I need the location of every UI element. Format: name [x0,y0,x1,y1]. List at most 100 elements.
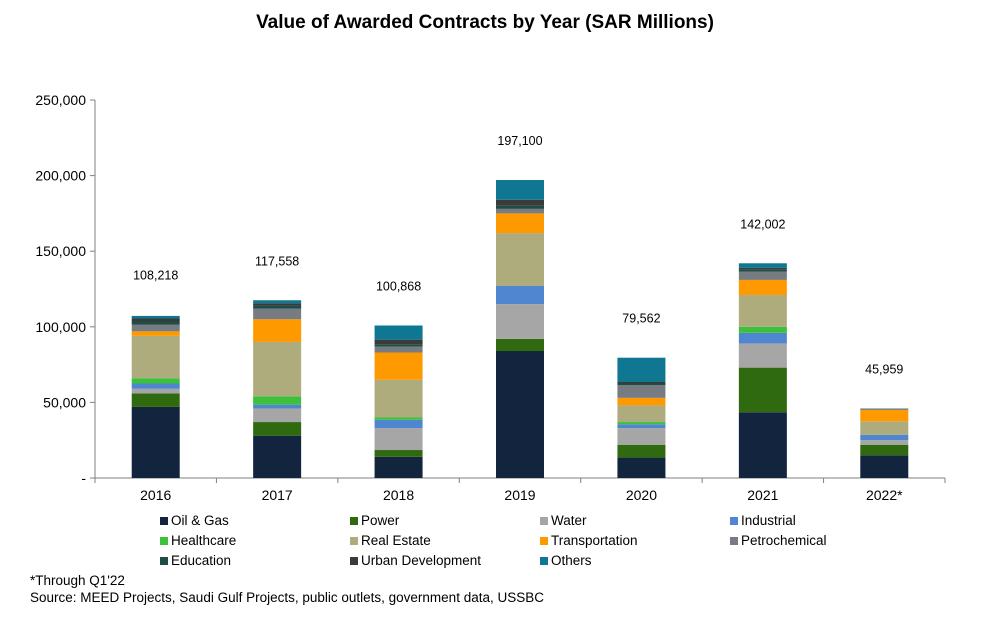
bar-segment-petrochemical [496,208,544,214]
total-label: 108,218 [133,268,178,282]
legend-item: Petrochemical [730,531,920,550]
y-tick-label: 50,000 [43,394,86,410]
bar-segment-real-estate [617,405,666,423]
bar-segment-oil-gas [496,350,544,478]
bar-segment-power [617,444,666,458]
bar-segment-oil-gas [738,412,787,478]
bar-segment-water [374,428,423,451]
bar-segment-petrochemical [131,324,180,332]
legend-swatch [730,516,738,525]
bar-segment-oil-gas [374,456,423,478]
bar-segment-industrial [738,332,787,344]
x-tick-label: 2017 [262,487,293,503]
bar-segment-industrial [496,285,544,305]
bar-segment-transportation [738,279,787,296]
legend-label: Industrial [741,513,796,528]
legend-label: Others [551,553,592,568]
x-tick-label: 2022* [866,487,903,503]
bar-segment-industrial [860,434,909,441]
bar-segment-education [374,344,423,347]
legend-swatch [540,516,548,525]
bar-segment-healthcare [374,417,423,420]
legend-item: Transportation [540,531,730,550]
legend-item: Power [350,511,540,530]
bar-segment-education [738,269,787,272]
bar-segment-urban-development [738,267,787,270]
bar-segment-real-estate [131,335,180,379]
bar-segment-water [738,343,787,368]
bar-segment-petrochemical [617,385,666,398]
bar-segment-others [738,263,787,268]
bar-segment-industrial [617,424,666,429]
total-label: 45,959 [865,363,903,377]
bar-segment-education [253,305,302,309]
bar-segment-urban-development [374,339,423,345]
bar-segment-petrochemical [253,308,302,320]
x-tick-label: 2019 [504,487,535,503]
bar-segment-petrochemical [374,346,423,353]
chart-title: Value of Awarded Contracts by Year (SAR … [256,12,714,33]
bar-segment-education [496,205,544,209]
bar-segment-power [860,444,909,456]
legend-label: Real Estate [361,533,431,548]
bar-segment-power [131,393,180,407]
bar-segment-water [131,388,180,394]
x-tick-label: 2016 [140,487,171,503]
bar-segment-transportation [374,352,423,380]
y-tick-label: - [81,470,86,486]
legend-label: Power [361,513,400,528]
bar-segment-water [496,304,544,339]
bar-segment-others [617,357,666,382]
bar-segment-industrial [253,404,302,409]
legend-item: Oil & Gas [160,511,350,530]
legend-swatch [540,536,548,545]
legend-label: Petrochemical [741,533,827,548]
legend-label: Education [171,553,232,568]
legend-swatch [160,516,168,525]
bar-segment-urban-development [496,199,544,206]
legend-label: Water [551,513,587,528]
total-label: 100,868 [376,279,421,293]
legend: Oil & Gas Power Water Industrial Healthcare R… [160,511,920,570]
legend-label: Urban Development [361,553,482,568]
bar-segment-transportation [253,319,302,342]
bar-segment-education [131,321,180,325]
bar-segment-water [617,428,666,445]
legend-swatch [160,556,168,565]
total-label: 142,002 [740,217,785,231]
bar-segment-urban-development [131,318,180,322]
bar-segment-healthcare [131,378,180,384]
bar-segment-education [617,383,666,386]
legend-item: Others [540,551,730,570]
total-label: 117,558 [255,254,299,268]
legend-item: Real Estate [350,531,540,550]
legend-label: Oil & Gas [171,513,229,528]
total-label: 79,562 [622,312,660,326]
footnote-source: Source: MEED Projects, Saudi Gulf Projec… [30,590,544,605]
legend-label: Transportation [551,533,638,548]
legend-swatch [350,516,358,525]
bar-segment-power [496,338,544,351]
legend-item: Healthcare [160,531,350,550]
legend-swatch [160,536,168,545]
bar-segment-power [738,367,787,413]
bar-segment-healthcare [738,326,787,333]
y-tick-label: 150,000 [35,243,86,259]
bar-segment-industrial [374,419,423,429]
legend-label: Healthcare [171,533,237,548]
x-tick-label: 2018 [383,487,414,503]
legend-swatch [540,556,548,565]
bar-segment-oil-gas [617,457,666,478]
bar-segment-healthcare [617,422,666,425]
bar-segment-others [374,325,423,340]
x-tick-label: 2020 [626,487,657,503]
y-tick-label: 200,000 [35,168,86,184]
bar-segment-transportation [860,409,909,422]
legend-swatch [350,556,358,565]
legend-item: Industrial [730,511,920,530]
bar-segment-transportation [131,331,180,336]
bar-segment-petrochemical [738,271,787,280]
footnote-through: *Through Q1'22 [30,573,125,588]
bar-segment-power [374,450,423,457]
